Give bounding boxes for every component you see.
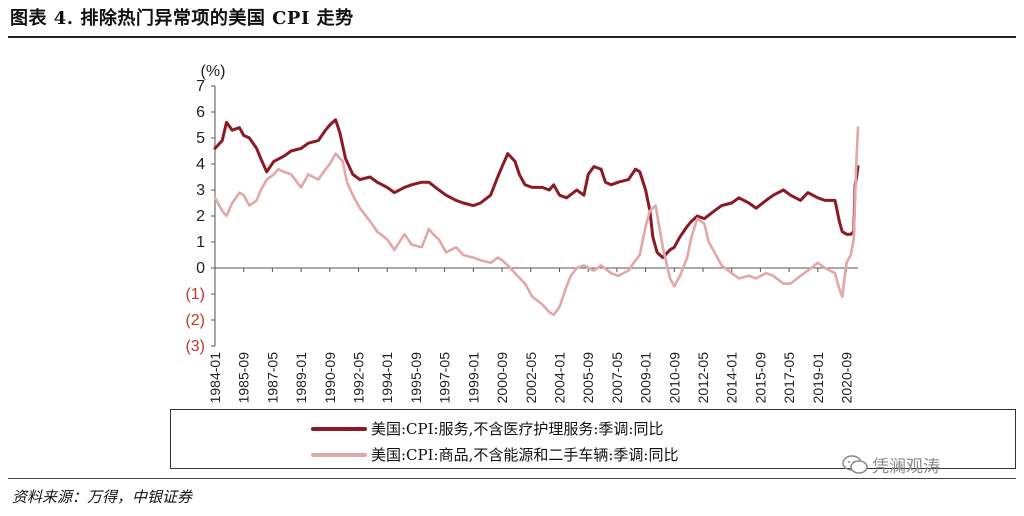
y-tick-label: 3 xyxy=(196,182,205,199)
source-rule xyxy=(8,478,1016,479)
x-tick-label: 2017-05 xyxy=(781,352,797,404)
watermark: 凭澜观涛 xyxy=(842,452,940,477)
x-tick-label: 2015-09 xyxy=(752,352,768,404)
legend-label-services: 美国:CPI:服务,不含医疗护理服务:季调:同比 xyxy=(371,420,664,438)
x-tick-label: 2000-09 xyxy=(494,352,510,404)
x-tick-label: 1990-09 xyxy=(322,352,338,404)
legend-swatch-goods xyxy=(311,452,367,457)
chart-series xyxy=(213,118,860,317)
x-tick-label: 1985-09 xyxy=(236,352,252,404)
y-tick-label: 4 xyxy=(196,156,205,173)
y-tick-label: 7 xyxy=(196,78,205,95)
x-tick-label: 1987-05 xyxy=(264,352,280,404)
x-tick-label: 1994-01 xyxy=(379,352,395,404)
chart-axes: (%)7 6 5 4 3 2 1 0 (1) (2) (3)1984-01 1985-09 1987-0… xyxy=(185,63,858,403)
x-tick-label: 2009-01 xyxy=(638,352,654,404)
x-tick-label: 2007-05 xyxy=(609,352,625,404)
legend-swatch-services xyxy=(311,426,367,431)
y-tick-label: 1 xyxy=(196,234,205,251)
x-tick-label: 2012-05 xyxy=(695,352,711,404)
y-tick-label: 2 xyxy=(196,208,205,225)
x-tick-label: 2004-01 xyxy=(551,352,567,404)
legend-label-goods: 美国:CPI:商品,不含能源和二手车辆:季调:同比 xyxy=(371,446,679,464)
y-tick-label: 6 xyxy=(196,104,205,121)
x-tick-label: 1997-05 xyxy=(437,352,453,404)
wechat-icon xyxy=(842,454,868,474)
series-line-0 xyxy=(213,118,860,260)
x-tick-label: 2010-09 xyxy=(666,352,682,404)
title-rule xyxy=(8,36,1016,38)
x-tick-label: 1992-05 xyxy=(351,352,367,404)
x-tick-label: 2002-05 xyxy=(523,352,539,404)
x-tick-label: 2019-01 xyxy=(810,352,826,404)
legend-item-goods: 美国:CPI:商品,不含能源和二手车辆:季调:同比 xyxy=(311,444,678,465)
legend-item-services: 美国:CPI:服务,不含医疗护理服务:季调:同比 xyxy=(311,418,663,439)
y-tick-label: (2) xyxy=(185,312,205,329)
x-tick-label: 2020-09 xyxy=(839,352,855,404)
x-tick-label: 1999-01 xyxy=(465,352,481,404)
y-axis-label: (%) xyxy=(201,63,226,80)
watermark-text: 凭澜观涛 xyxy=(872,457,940,477)
y-tick-label: (1) xyxy=(185,286,205,303)
chart-legend: 美国:CPI:服务,不含医疗护理服务:季调:同比 美国:CPI:商品,不含能源和… xyxy=(170,409,1016,469)
x-tick-label: 1984-01 xyxy=(207,352,223,404)
series-line-1 xyxy=(213,126,860,317)
x-tick-label: 2005-09 xyxy=(580,352,596,404)
y-tick-label: (3) xyxy=(185,338,205,355)
y-tick-label: 0 xyxy=(196,260,205,277)
figure-title: 图表 4. 排除热门异常项的美国 CPI 走势 xyxy=(10,8,354,29)
source-note: 资料来源：万得，中银证券 xyxy=(12,488,193,506)
x-tick-label: 1989-01 xyxy=(293,352,309,404)
x-tick-label: 1995-09 xyxy=(408,352,424,404)
x-tick-label: 2014-01 xyxy=(724,352,740,404)
y-tick-label: 5 xyxy=(196,130,205,147)
